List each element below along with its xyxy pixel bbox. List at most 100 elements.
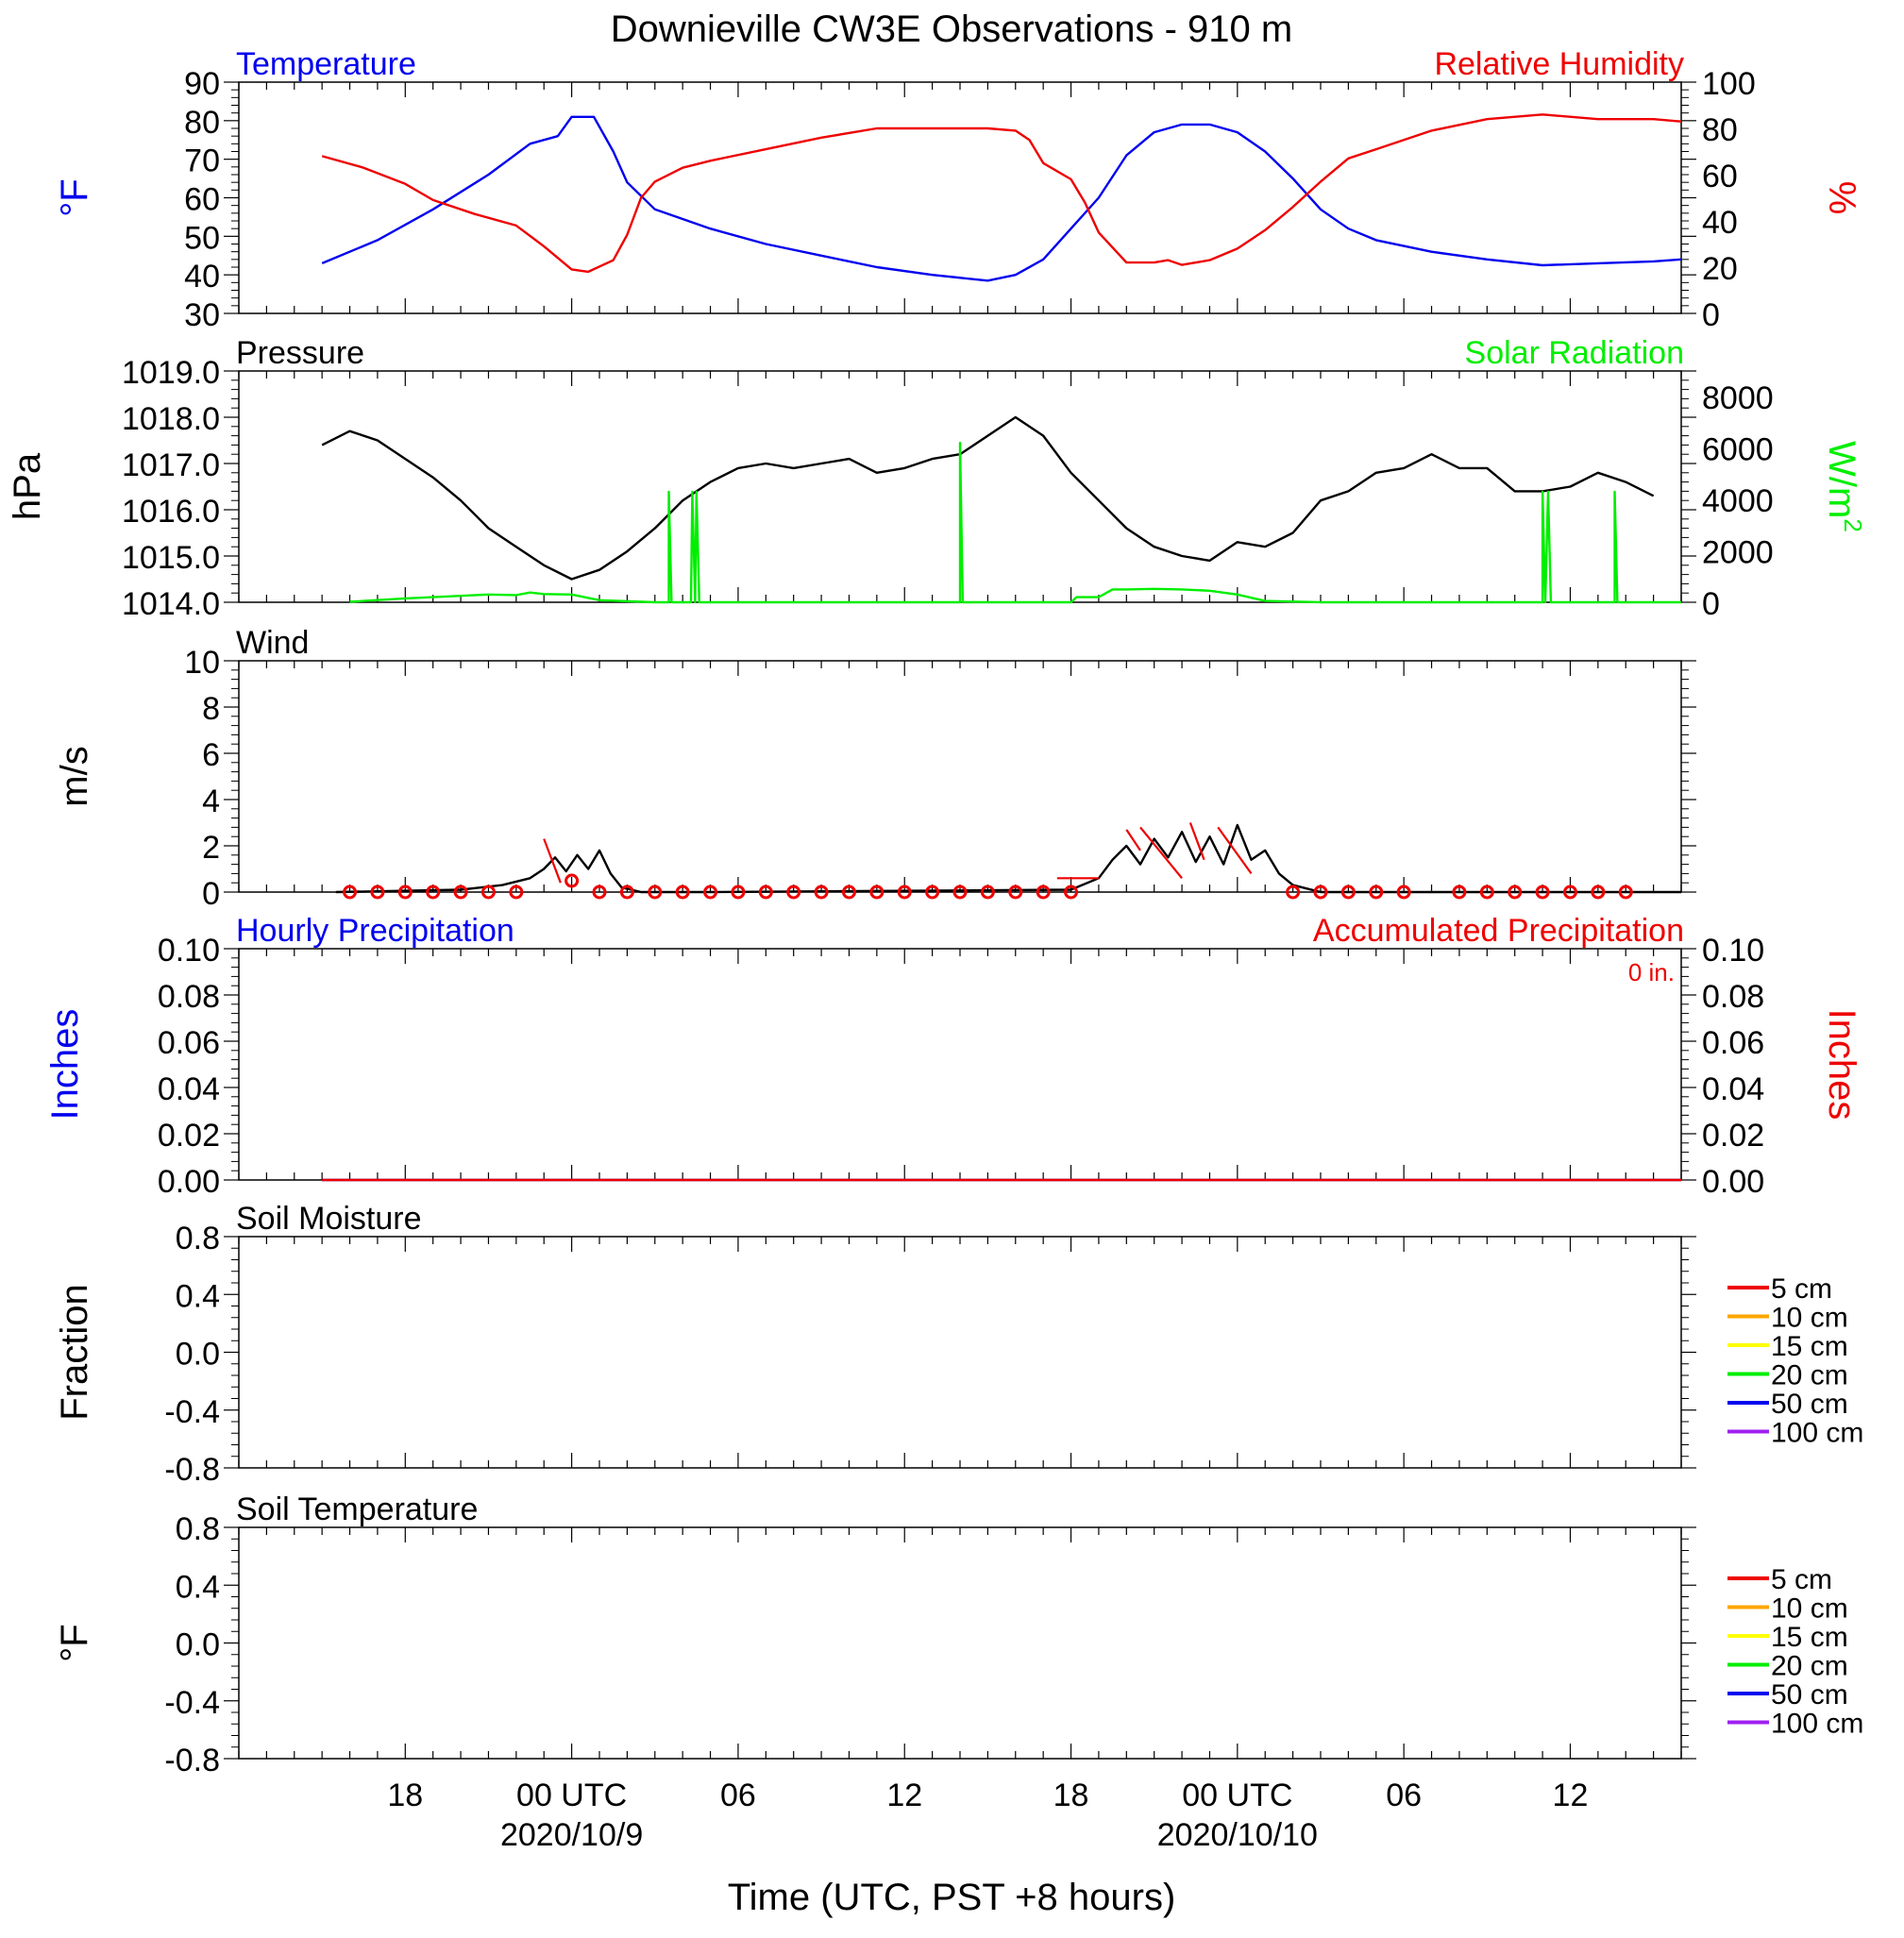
wind-calm-circle bbox=[397, 885, 413, 900]
precip-ytick-label-left: 0.10 bbox=[158, 933, 220, 969]
temp_rh-ylabel-right: % bbox=[1821, 181, 1862, 215]
wind-frame bbox=[238, 660, 1682, 893]
precip-ytick-label-left: 0.08 bbox=[158, 979, 220, 1015]
soil_temp-ytick-label-left: -0.8 bbox=[164, 1743, 220, 1778]
pressure_solar-ytick-label-left: 1014.0 bbox=[122, 586, 220, 622]
pressure_solar-ylabel-right-text: W/m bbox=[1821, 441, 1862, 518]
pressure_solar-ylabel-right-sup: 2 bbox=[1839, 518, 1867, 531]
pressure_solar-ytick-label-right: 2000 bbox=[1702, 535, 1774, 571]
soil_temp-ytick-label-left: 0.4 bbox=[176, 1569, 220, 1605]
wind-calm-circle bbox=[1008, 885, 1023, 900]
wind-calm-circle bbox=[758, 885, 773, 900]
wind-calm-circle bbox=[1369, 885, 1384, 900]
wind-calm-circle bbox=[592, 885, 607, 900]
temp_rh-ytick-label-right: 40 bbox=[1702, 205, 1738, 241]
precip-ytick-label-right: 0.02 bbox=[1702, 1118, 1764, 1154]
x-axis-label: Time (UTC, PST +8 hours) bbox=[728, 1877, 1176, 1918]
pressure_solar-ytick-label-left: 1016.0 bbox=[122, 494, 220, 530]
soil_temp-legend-label: 50 cm bbox=[1771, 1679, 1848, 1710]
wind-calm-circle bbox=[1286, 885, 1301, 900]
temp_rh-ytick-label-right: 100 bbox=[1702, 66, 1756, 102]
wind-calm-circle bbox=[786, 885, 801, 900]
precip-ylabel-right-text: Inches bbox=[1821, 1009, 1862, 1121]
wind-ytick-label-left: 8 bbox=[202, 691, 220, 727]
pressure_solar-ylabel-right: W/m2 bbox=[1821, 441, 1867, 532]
wind-calm-circle bbox=[648, 885, 663, 900]
x-tick-label: 18 bbox=[1053, 1778, 1089, 1813]
x-axis: Time (UTC, PST +8 hours) 18 00 UTC 2020/10… bbox=[387, 1778, 1588, 1918]
wind-ytick-label-left: 2 bbox=[202, 830, 220, 866]
soil_moisture-title-left: Soil Moisture bbox=[236, 1201, 422, 1237]
x-tick-label: 06 bbox=[720, 1778, 756, 1813]
wind-calm-circle bbox=[1479, 885, 1494, 900]
pressure_solar-ytick-label-left: 1015.0 bbox=[122, 540, 220, 576]
wind-calm-circle bbox=[952, 885, 968, 900]
x-tick-label: 18 bbox=[387, 1778, 423, 1813]
precip-ylabel-right: Inches bbox=[1821, 1009, 1862, 1121]
pressure_solar-series-0 bbox=[321, 415, 1655, 581]
soil_moisture-ytick-label-left: 0.8 bbox=[176, 1221, 220, 1256]
precip-ytick-label-right: 0.04 bbox=[1702, 1071, 1764, 1107]
wind-calm-circle bbox=[343, 885, 358, 900]
soil_temp-title-left: Soil Temperature bbox=[236, 1491, 478, 1527]
wind-calm-circle bbox=[925, 885, 940, 900]
soil_moisture-legend-label: 10 cm bbox=[1771, 1303, 1848, 1334]
temp_rh-ytick-label-left: 80 bbox=[184, 105, 220, 141]
soil_moisture-ytick-label-left: -0.4 bbox=[164, 1394, 220, 1430]
wind-calm-circle bbox=[1396, 885, 1411, 900]
soil_temp-legend-label: 20 cm bbox=[1771, 1651, 1848, 1682]
wind-calm-circle bbox=[841, 885, 856, 900]
precip-ytick-label-left: 0.06 bbox=[158, 1025, 220, 1061]
pressure_solar-ylabel-left: hPa bbox=[7, 452, 48, 520]
pressure_solar-ytick-label-left: 1017.0 bbox=[122, 447, 220, 483]
panel-soil_moisture: 0.8 0.4 0.0 -0.4 -0.8 Soil Moisture Fraction 5 … bbox=[54, 1201, 1863, 1488]
precip-title-left: Hourly Precipitation bbox=[236, 913, 514, 949]
soil_moisture-legend-label: 50 cm bbox=[1771, 1389, 1848, 1420]
soil_moisture-legend-label: 15 cm bbox=[1771, 1331, 1848, 1362]
temp_rh-title-left: Temperature bbox=[236, 46, 416, 82]
soil_moisture-frame bbox=[238, 1236, 1682, 1469]
soil_moisture-legend-label: 20 cm bbox=[1771, 1360, 1848, 1391]
wind-calm-circle bbox=[1562, 885, 1577, 900]
x-tick-label: 06 bbox=[1386, 1778, 1422, 1813]
wind-calm-circle bbox=[980, 885, 995, 900]
wind-barb bbox=[1139, 826, 1183, 879]
wind-series-0 bbox=[335, 823, 1681, 894]
wind-calm-circle bbox=[1313, 885, 1328, 900]
temp_rh-title-right: Relative Humidity bbox=[1434, 46, 1684, 82]
temp_rh-ytick-label-left: 90 bbox=[184, 66, 220, 102]
chart-title: Downieville CW3E Observations - 910 m bbox=[611, 8, 1292, 50]
temp_rh-series-1 bbox=[321, 113, 1682, 274]
temp_rh-ytick-label-left: 70 bbox=[184, 143, 220, 179]
precip-ytick-label-right: 0.06 bbox=[1702, 1025, 1764, 1061]
wind-calm-circle bbox=[1064, 885, 1079, 900]
soil_moisture-legend-label: 100 cm bbox=[1771, 1418, 1863, 1449]
temp_rh-ytick-label-left: 50 bbox=[184, 220, 220, 256]
wind-calm-circle bbox=[1535, 885, 1550, 900]
panel-wind: 10 8 6 4 2 0 Wind m/s bbox=[54, 625, 1696, 912]
wind-calm-circle bbox=[1340, 885, 1356, 900]
precip-ytick-label-left: 0.02 bbox=[158, 1118, 220, 1154]
temp_rh-ytick-label-right: 20 bbox=[1702, 251, 1738, 287]
wind-calm-circle bbox=[1452, 885, 1467, 900]
soil_moisture-ytick-label-left: 0.4 bbox=[176, 1278, 220, 1314]
wind-ytick-label-left: 4 bbox=[202, 784, 220, 819]
soil_temp-frame bbox=[238, 1526, 1682, 1760]
pressure_solar-ytick-label-left: 1019.0 bbox=[122, 355, 220, 391]
precip-title-right: Accumulated Precipitation bbox=[1313, 913, 1684, 949]
x-tick-label: 12 bbox=[886, 1778, 922, 1813]
soil_temp-legend-label: 10 cm bbox=[1771, 1593, 1848, 1625]
wind-ytick-label-left: 6 bbox=[202, 737, 220, 773]
precip-ylabel-left: Inches bbox=[44, 1009, 86, 1121]
wind-ytick-label-left: 10 bbox=[184, 645, 220, 681]
temp_rh-series-0 bbox=[321, 115, 1682, 282]
soil_temp-legend-label: 5 cm bbox=[1771, 1564, 1832, 1595]
temp_rh-ytick-label-right: 80 bbox=[1702, 112, 1738, 148]
x-tick-label: 00 UTC bbox=[1182, 1778, 1292, 1813]
wind-barb bbox=[1125, 829, 1141, 851]
soil_temp-ylabel-left: °F bbox=[54, 1624, 95, 1661]
wind-calm-circle bbox=[426, 885, 441, 900]
x-tick-date: 2020/10/10 bbox=[1157, 1817, 1318, 1853]
wind-barb bbox=[1188, 822, 1205, 861]
wind-calm-circle bbox=[703, 885, 718, 900]
